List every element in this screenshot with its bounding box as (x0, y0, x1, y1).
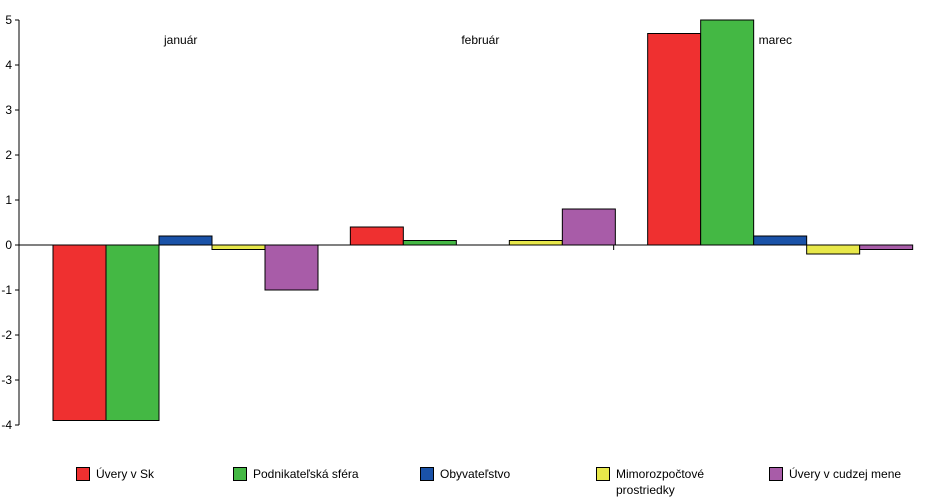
y-tick-label: -1 (1, 283, 12, 297)
category-label: marec (759, 33, 792, 47)
bar-chart: 5 4 3 2 1 0 -1 -2 -3 -4 január február marec (1, 13, 914, 432)
bar (105, 244, 160, 421)
bar (52, 244, 107, 421)
bar (647, 33, 702, 246)
legend-swatch (233, 467, 247, 481)
y-tick-label: -4 (1, 418, 12, 432)
bar (753, 235, 808, 246)
y-tick-label: 2 (5, 148, 12, 162)
legend-label: Podnikateľská sféra (253, 467, 359, 481)
bar (402, 240, 457, 246)
category-label: február (461, 33, 499, 47)
bar (508, 240, 563, 246)
bar (806, 244, 861, 255)
legend-label: Mimorozpočtové prostriedky (616, 467, 705, 497)
y-tick-label: -3 (1, 373, 12, 387)
y-tick-label: 5 (5, 13, 12, 27)
legend-label: Obyvateľstvo (440, 467, 511, 481)
legend-item-uvery-v-sk: Úvery v Sk (76, 466, 154, 482)
legend-swatch (769, 467, 783, 481)
legend-label: Úvery v Sk (96, 467, 155, 481)
bar (349, 226, 404, 246)
legend-item-uvery-v-cudzej-mene: Úvery v cudzej mene (769, 466, 901, 482)
y-tick-label: 0 (5, 238, 12, 252)
y-tick-label: 4 (5, 58, 12, 72)
legend-swatch (76, 467, 90, 481)
legend-label: Úvery v cudzej mene (789, 467, 902, 481)
y-tick-label: -2 (1, 328, 12, 342)
bar (264, 244, 319, 291)
legend-swatch (420, 467, 434, 481)
bar (700, 19, 755, 246)
y-tick-label: 3 (5, 103, 12, 117)
bar (859, 244, 914, 250)
legend-item-mimorozpoctove-prostriedky: Mimorozpočtové prostriedky (596, 466, 740, 498)
bar (561, 208, 616, 246)
y-tick-label: 1 (5, 193, 12, 207)
legend-swatch (596, 467, 610, 481)
legend-item-podnikatelska-sfera: Podnikateľská sféra (233, 466, 359, 482)
bar (158, 235, 213, 246)
category-label: január (163, 33, 197, 47)
bar (211, 244, 266, 250)
legend-item-obyvatelstvo: Obyvateľstvo (420, 466, 510, 482)
legend: Úvery v Sk Podnikateľská sféra Obyvateľs… (0, 466, 931, 503)
